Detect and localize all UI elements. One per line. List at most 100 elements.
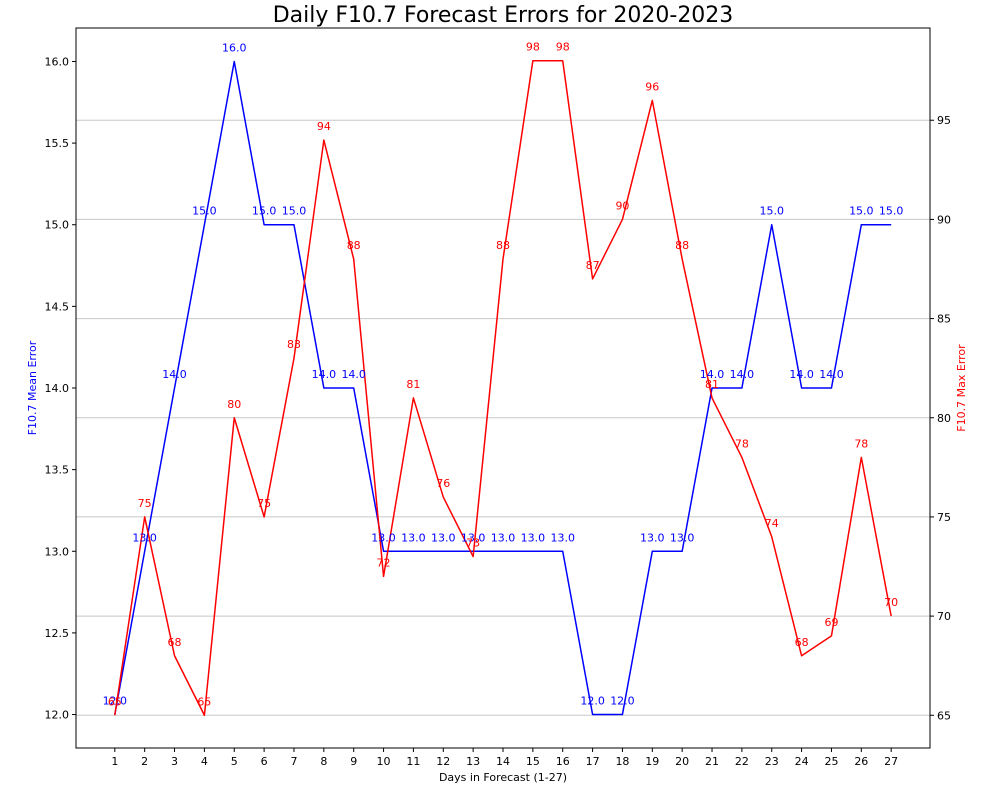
max-error-label: 65	[197, 695, 211, 708]
x-tick-label: 4	[201, 755, 208, 768]
x-tick-label: 5	[231, 755, 238, 768]
x-tick-label: 6	[261, 755, 268, 768]
max-error-label: 88	[347, 239, 361, 252]
mean-error-label: 13.0	[401, 531, 426, 544]
right-y-axis: 65 70 75 80 85 90 95	[930, 114, 951, 722]
mean-error-label: 13.0	[431, 531, 456, 544]
max-error-label: 73	[466, 537, 480, 550]
max-error-label: 68	[168, 636, 182, 649]
mean-error-label: 15.0	[849, 205, 874, 218]
max-error-label: 70	[884, 596, 898, 609]
x-tick-label: 2	[141, 755, 148, 768]
x-tick-label: 14	[496, 755, 510, 768]
mean-error-label: 14.0	[819, 368, 844, 381]
x-tick-label: 8	[320, 755, 327, 768]
max-error-label: 98	[556, 41, 570, 54]
right-y-axis-title: F10.7 Max Error	[955, 344, 968, 432]
max-error-label: 76	[436, 477, 450, 490]
series-lines	[114, 59, 892, 717]
right-y-tick-label: 80	[937, 412, 951, 425]
right-y-tick-label: 95	[937, 114, 951, 127]
max-error-label: 81	[705, 378, 719, 391]
left-y-tick-label: 13.0	[45, 545, 70, 558]
x-tick-label: 18	[615, 755, 629, 768]
mean-error-label: 15.0	[759, 205, 784, 218]
right-y-tick-label: 65	[937, 709, 951, 722]
max-error-label: 75	[257, 497, 271, 510]
left-y-tick-label: 16.0	[45, 55, 70, 68]
mean-error-label: 14.0	[312, 368, 337, 381]
mean-error-label: 15.0	[879, 205, 904, 218]
x-tick-label: 11	[406, 755, 420, 768]
x-tick-label: 7	[290, 755, 297, 768]
right-y-tick-label: 75	[937, 511, 951, 524]
x-tick-label: 15	[526, 755, 540, 768]
x-tick-label: 27	[884, 755, 898, 768]
mean-error-label: 15.0	[192, 205, 217, 218]
right-axis-gridlines	[76, 119, 930, 716]
mean-error-label: 13.0	[550, 531, 575, 544]
mean-error-label: 12.0	[580, 695, 605, 708]
left-y-tick-label: 15.0	[45, 219, 70, 232]
max-error-label: 87	[586, 259, 600, 272]
max-error-label: 68	[795, 636, 809, 649]
x-axis: 1 2 3 4 5 6 7 8 9 10 11 12 13 14 15 16 17 18 19 20 21 22 23 24 2…	[111, 748, 898, 768]
x-tick-label: 26	[854, 755, 868, 768]
x-tick-label: 22	[735, 755, 749, 768]
max-error-label: 96	[645, 80, 659, 93]
left-y-axis-title: F10.7 Mean Error	[26, 340, 39, 435]
mean-error-label: 15.0	[252, 205, 277, 218]
max-error-label: 72	[377, 556, 391, 569]
mean-error-label: 13.0	[640, 531, 665, 544]
x-tick-label: 23	[765, 755, 779, 768]
max-error-label: 78	[854, 437, 868, 450]
max-error-label: 83	[287, 338, 301, 351]
x-tick-label: 3	[171, 755, 178, 768]
max-error-label: 75	[138, 497, 152, 510]
mean-error-label: 14.0	[730, 368, 755, 381]
max-error-label: 80	[227, 398, 241, 411]
mean-error-label: 14.0	[162, 368, 187, 381]
max-error-label: 88	[496, 239, 510, 252]
mean-error-label: 14.0	[700, 368, 725, 381]
mean-error-label: 13.0	[670, 531, 695, 544]
left-y-tick-label: 14.0	[45, 382, 70, 395]
x-tick-label: 16	[556, 755, 570, 768]
x-axis-title: Days in Forecast (1-27)	[439, 771, 567, 784]
mean-error-label: 14.0	[341, 368, 366, 381]
left-y-tick-label: 14.5	[45, 300, 70, 313]
left-y-tick-label: 12.0	[45, 709, 70, 722]
max-error-label: 81	[406, 378, 420, 391]
mean-error-label: 13.0	[132, 531, 157, 544]
x-tick-label: 9	[350, 755, 357, 768]
max-error-label: 65	[108, 695, 122, 708]
mean-error-label: 13.0	[371, 531, 396, 544]
right-y-tick-label: 70	[937, 610, 951, 623]
x-tick-label: 19	[645, 755, 659, 768]
x-tick-label: 10	[377, 755, 391, 768]
max-error-line	[114, 59, 892, 717]
right-y-tick-label: 90	[937, 213, 951, 226]
mean-error-label: 14.0	[789, 368, 814, 381]
x-tick-label: 12	[436, 755, 450, 768]
x-tick-label: 13	[466, 755, 480, 768]
left-y-axis: 12.0 12.5 13.0 13.5 14.0 14.5 15.0 15.5 16.0	[45, 55, 76, 722]
max-error-label: 90	[615, 199, 629, 212]
mean-error-label: 15.0	[282, 205, 307, 218]
mean-error-label: 13.0	[521, 531, 546, 544]
right-y-tick-label: 85	[937, 313, 951, 326]
mean-error-label: 13.0	[461, 531, 486, 544]
mean-error-label: 16.0	[222, 41, 247, 54]
mean-error-label: 12.0	[610, 695, 635, 708]
max-error-label: 78	[735, 437, 749, 450]
x-tick-label: 1	[111, 755, 118, 768]
mean-error-label: 12.0	[103, 695, 128, 708]
x-tick-label: 25	[824, 755, 838, 768]
max-error-label: 74	[765, 517, 779, 530]
mean-error-line	[114, 60, 892, 716]
x-tick-label: 24	[795, 755, 809, 768]
x-tick-label: 21	[705, 755, 719, 768]
left-y-tick-label: 15.5	[45, 137, 70, 150]
x-tick-label: 20	[675, 755, 689, 768]
